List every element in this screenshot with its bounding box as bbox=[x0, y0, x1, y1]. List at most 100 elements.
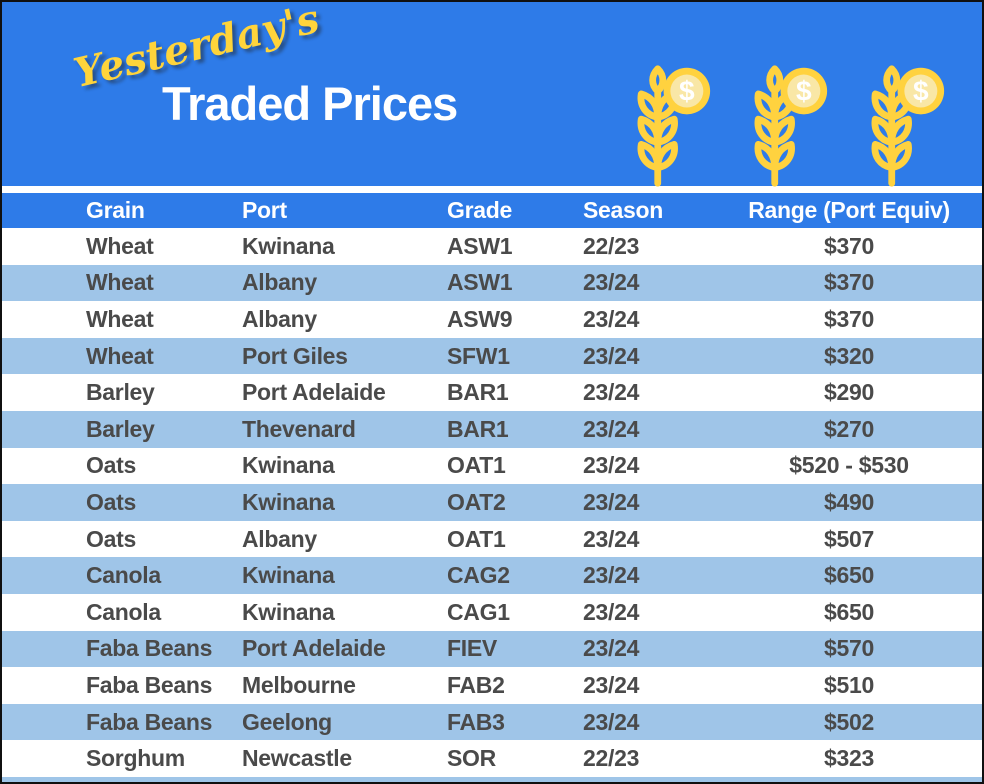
bottom-stripe-sliver bbox=[2, 776, 982, 782]
cell-grain: Wheat bbox=[86, 269, 154, 296]
table-row: Canola Kwinana CAG2 23/24 $650 bbox=[2, 557, 982, 594]
wheat-coin-icon: $ bbox=[871, 65, 945, 187]
cell-season: 23/24 bbox=[583, 635, 640, 662]
cell-grade: BAR1 bbox=[447, 379, 509, 406]
table-row: Wheat Port Giles SFW1 23/24 $320 bbox=[2, 337, 982, 375]
cell-port: Kwinana bbox=[242, 562, 335, 589]
cell-grade: CAG1 bbox=[447, 598, 510, 625]
cell-range: $490 bbox=[824, 488, 874, 515]
cell-range: $502 bbox=[824, 708, 874, 735]
svg-text:$: $ bbox=[913, 76, 929, 107]
cell-range: $370 bbox=[824, 305, 874, 332]
cell-grain: Faba Beans bbox=[86, 635, 213, 662]
cell-season: 23/24 bbox=[583, 342, 640, 369]
cell-season: 22/23 bbox=[583, 232, 640, 259]
cell-grain: Oats bbox=[86, 452, 136, 479]
cell-grade: OAT1 bbox=[447, 525, 506, 552]
column-header-season: Season bbox=[583, 197, 664, 223]
cell-season: 23/24 bbox=[583, 562, 640, 589]
cell-port: Albany bbox=[242, 525, 317, 552]
cell-grain: Barley bbox=[86, 415, 155, 442]
cell-season: 23/24 bbox=[583, 671, 640, 698]
table-row: Barley Port Adelaide BAR1 23/24 $290 bbox=[2, 374, 982, 411]
table-row: Faba Beans Melbourne FAB2 23/24 $510 bbox=[2, 667, 982, 704]
cell-port: Port Adelaide bbox=[242, 379, 386, 406]
svg-text:$: $ bbox=[679, 76, 695, 107]
column-header-grade: Grade bbox=[447, 197, 512, 223]
cell-port: Kwinana bbox=[242, 488, 335, 515]
cell-grade: FIEV bbox=[447, 635, 497, 662]
cell-grain: Wheat bbox=[86, 232, 154, 259]
cell-grain: Sorghum bbox=[86, 745, 185, 772]
cell-season: 23/24 bbox=[583, 269, 640, 296]
cell-season: 23/24 bbox=[583, 415, 640, 442]
cell-range: $370 bbox=[824, 269, 874, 296]
table-row: Wheat Albany ASW9 23/24 $370 bbox=[2, 301, 982, 338]
cell-port: Newcastle bbox=[242, 745, 352, 772]
cell-range: $323 bbox=[824, 745, 874, 772]
cell-range: $370 bbox=[824, 232, 874, 259]
cell-grain: Faba Beans bbox=[86, 708, 213, 735]
table-row: Wheat Kwinana ASW1 22/23 $370 bbox=[2, 228, 982, 265]
cell-grade: SFW1 bbox=[447, 342, 510, 369]
cell-port: Kwinana bbox=[242, 598, 335, 625]
cell-range: $320 bbox=[824, 342, 874, 369]
cell-grain: Faba Beans bbox=[86, 671, 213, 698]
traded-prices-table: Grain Port Grade Season Range (Port Equi… bbox=[2, 193, 982, 782]
cell-range: $270 bbox=[824, 415, 874, 442]
cell-grade: FAB2 bbox=[447, 671, 505, 698]
table-header-row: Grain Port Grade Season Range (Port Equi… bbox=[2, 193, 982, 228]
cell-port: Thevenard bbox=[242, 415, 356, 442]
cell-grain: Wheat bbox=[86, 305, 154, 332]
cell-range: $570 bbox=[824, 635, 874, 662]
cell-port: Albany bbox=[242, 269, 317, 296]
cell-port: Kwinana bbox=[242, 452, 335, 479]
wheat-coin-icon: $ bbox=[754, 65, 828, 187]
column-header-grain: Grain bbox=[86, 197, 145, 223]
cell-season: 23/24 bbox=[583, 305, 640, 332]
table-row: Oats Albany OAT1 23/24 $507 bbox=[2, 520, 982, 558]
banner-table-divider bbox=[2, 186, 982, 193]
table-row: Wheat Albany ASW1 23/24 $370 bbox=[2, 264, 982, 302]
cell-grade: ASW1 bbox=[447, 269, 513, 296]
cell-range: $507 bbox=[824, 525, 874, 552]
cell-range: $510 bbox=[824, 671, 874, 698]
cell-season: 23/24 bbox=[583, 488, 640, 515]
table-row: Faba Beans Geelong FAB3 23/24 $502 bbox=[2, 703, 982, 741]
cell-grade: OAT2 bbox=[447, 488, 506, 515]
column-header-port: Port bbox=[242, 197, 287, 223]
cell-range: $520 - $530 bbox=[789, 452, 909, 479]
cell-grade: CAG2 bbox=[447, 562, 510, 589]
cell-season: 23/24 bbox=[583, 379, 640, 406]
table-row: Barley Thevenard BAR1 23/24 $270 bbox=[2, 410, 982, 448]
cell-grade: ASW9 bbox=[447, 305, 513, 332]
cell-grain: Barley bbox=[86, 379, 155, 406]
cell-grain: Oats bbox=[86, 525, 136, 552]
cell-port: Albany bbox=[242, 305, 317, 332]
cell-grade: FAB3 bbox=[447, 708, 505, 735]
cell-grade: BAR1 bbox=[447, 415, 509, 442]
table-row: Canola Kwinana CAG1 23/24 $650 bbox=[2, 593, 982, 631]
cell-grain: Wheat bbox=[86, 342, 154, 369]
cell-range: $290 bbox=[824, 379, 874, 406]
cell-season: 23/24 bbox=[583, 525, 640, 552]
cell-season: 23/24 bbox=[583, 708, 640, 735]
cell-grain: Canola bbox=[86, 562, 161, 589]
cell-range: $650 bbox=[824, 598, 874, 625]
cell-season: 22/23 bbox=[583, 745, 640, 772]
table-row: Oats Kwinana OAT1 23/24 $520 - $530 bbox=[2, 447, 982, 485]
banner: Yesterday's Traded Prices $ bbox=[2, 2, 982, 188]
table-row: Oats Kwinana OAT2 23/24 $490 bbox=[2, 484, 982, 521]
cell-port: Melbourne bbox=[242, 671, 356, 698]
cell-port: Port Adelaide bbox=[242, 635, 386, 662]
wheat-icon-strip: $ $ bbox=[617, 62, 948, 188]
cell-port: Port Giles bbox=[242, 342, 348, 369]
cell-grade: SOR bbox=[447, 745, 496, 772]
cell-grade: OAT1 bbox=[447, 452, 506, 479]
column-header-range: Range (Port Equiv) bbox=[748, 197, 950, 223]
cell-port: Geelong bbox=[242, 708, 332, 735]
svg-text:$: $ bbox=[796, 76, 812, 107]
table-row: Sorghum Newcastle SOR 22/23 $323 bbox=[2, 740, 982, 777]
cell-grade: ASW1 bbox=[447, 232, 513, 259]
